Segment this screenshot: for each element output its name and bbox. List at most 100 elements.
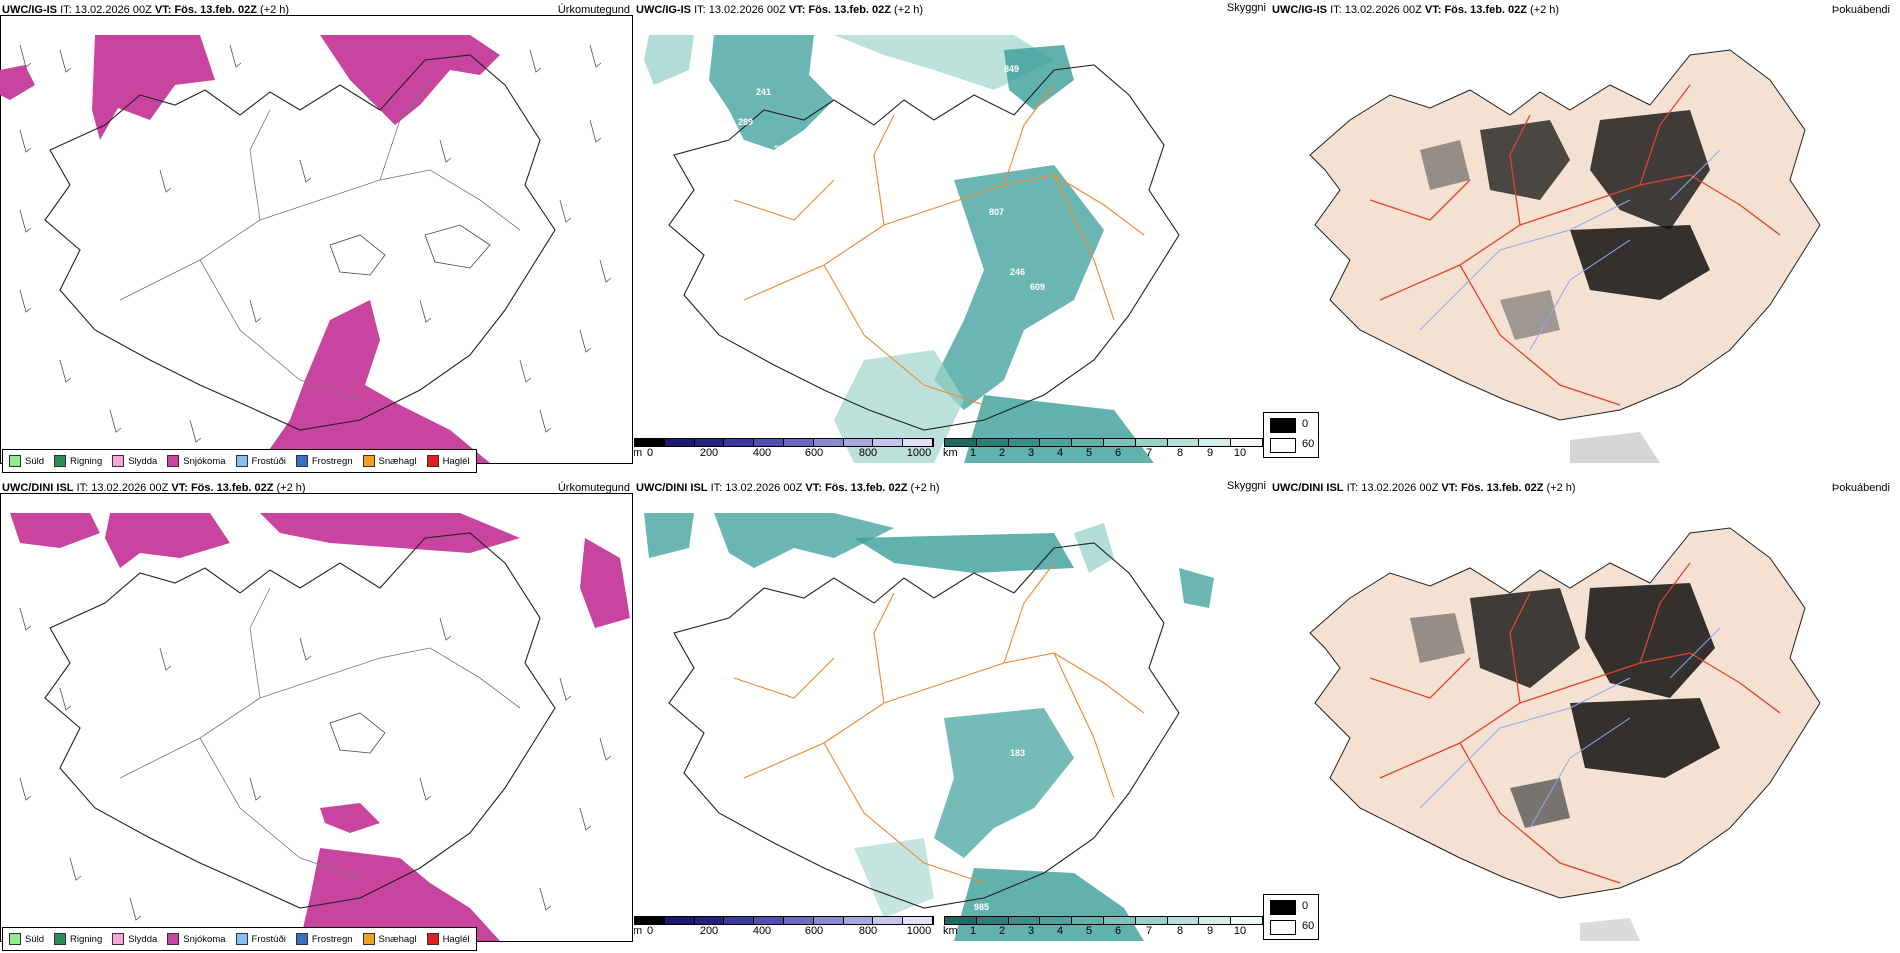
colorbar-unit: m [634, 447, 643, 459]
fog-patch [1500, 290, 1560, 340]
ceiling-value-label: 807 [989, 207, 1004, 217]
glacier-outline [329, 712, 386, 754]
precip-map [0, 15, 633, 464]
visibility-map: 544 16 183 985 [644, 513, 1214, 941]
valid-label: VT: [154, 4, 172, 16]
river-network [1419, 149, 1721, 351]
legend-item: Haglél [426, 455, 470, 467]
model-name: UWC/DINI ISL [636, 482, 708, 494]
colorbar-cell [873, 439, 904, 446]
teal-area [934, 165, 1104, 410]
tick-label: 600 [804, 925, 824, 937]
ceiling-colorbar: m 0 200 400 600 800 1000 [634, 438, 934, 462]
colorbar-cell [1072, 439, 1104, 446]
colorbar-cell [1167, 917, 1200, 924]
sea-fog-patch [1580, 918, 1640, 941]
colorbar-ticks: 0 200 400 600 800 1000 [634, 925, 934, 939]
colorbar-cell [945, 439, 977, 446]
wind-barbs [19, 607, 612, 921]
valid-label: VT: [1441, 482, 1458, 494]
legend-item: Haglél [426, 933, 470, 945]
colorbar-cell [976, 439, 1009, 446]
precip-legend: Súld Rigning Slydda Snjókoma Frostúði Fr… [2, 927, 477, 951]
legend-swatch [295, 455, 308, 467]
sea-fog-patch [1570, 432, 1660, 463]
colorbar-cell [754, 439, 784, 446]
tick-label: 4 [1056, 447, 1064, 459]
road-network [733, 84, 1145, 406]
colorbar-ticks: 1 2 3 4 5 6 7 8 9 10 [944, 447, 1264, 461]
panel-header: UWC/DINI ISL IT: 13.02.2026 00Z VT: Fös.… [2, 482, 306, 494]
tick-label: 200 [699, 925, 719, 937]
tick-label: 0 [646, 447, 654, 459]
snow-area [320, 803, 380, 833]
colorbar-cell [1040, 917, 1073, 924]
fog-patch [1510, 778, 1570, 828]
legend-swatch [9, 455, 21, 467]
tick-label: 5 [1085, 925, 1093, 937]
colorbar-cell [1231, 439, 1263, 446]
colorbar-cell [945, 917, 977, 924]
visibility-map: 241 289 372 807 246 609 53 849 [644, 35, 1180, 463]
legend-item: Rigning [54, 933, 102, 945]
lead-time: (+2 h) [1530, 4, 1560, 16]
teal-area [709, 35, 834, 150]
init-time: 13.02.2026 00Z [1361, 482, 1439, 494]
colorbar-cell [903, 917, 933, 924]
teal-area [1179, 568, 1214, 608]
tick-label: 400 [752, 925, 772, 937]
colorbar-cell [1199, 917, 1232, 924]
legend-item: Snjókoma [167, 933, 226, 945]
tick-label: 200 [699, 447, 719, 459]
colorbar-strip [634, 916, 934, 925]
legend-item: Frostregn [295, 933, 353, 945]
panel-header: UWC/IG-IS IT: 13.02.2026 00Z VT: Fös. 13… [2, 4, 289, 16]
legend-item: Frostúði [235, 455, 286, 467]
fog-patch [1585, 583, 1715, 698]
colorbar-cell [635, 439, 665, 446]
teal-area [644, 35, 694, 85]
visibility-panel: 544 16 183 985 UWC/DINI ISL IT: 13.02.20… [634, 478, 1270, 953]
init-label: IT: [1330, 4, 1342, 16]
legend-label: Súld [25, 933, 45, 945]
legend-swatch [426, 933, 439, 945]
ceiling-value-label: 544 [758, 565, 773, 575]
init-time: 13.02.2026 00Z [725, 482, 803, 494]
legend-item: Frostregn [295, 455, 353, 467]
tick-label: 800 [858, 447, 878, 459]
tick-label: 400 [752, 447, 772, 459]
legend-label: Súld [25, 455, 45, 467]
island-outline [44, 54, 556, 431]
legend-label: Snjókoma [183, 455, 226, 467]
glacier-outline [424, 224, 491, 269]
panel-title: Skyggni [1226, 2, 1266, 14]
colorbar-strip [634, 438, 934, 447]
colorbar-cell [903, 439, 933, 446]
tick-label: 4 [1056, 925, 1064, 937]
row-dini-isl: UWC/DINI ISL IT: 13.02.2026 00Z VT: Fös.… [0, 478, 1900, 953]
colorbar-cell [1199, 439, 1232, 446]
legend-swatch [235, 455, 248, 467]
colorbar-unit: m [634, 925, 643, 937]
snow-area [92, 35, 215, 140]
teal-area [1004, 45, 1074, 110]
legend-item: Snjókoma [167, 455, 226, 467]
lead-time: (+2 h) [260, 4, 290, 16]
colorbar-cell [664, 439, 695, 446]
init-label: IT: [710, 482, 723, 494]
colorbar-cell [694, 439, 725, 446]
panel-title: Skyggni [1226, 480, 1266, 492]
colorbar-ticks: 0 200 400 600 800 1000 [634, 447, 934, 461]
panel-title: Úrkomutegund [557, 4, 630, 16]
wind-barbs [19, 44, 612, 443]
init-time: 13.02.2026 00Z [74, 4, 152, 16]
legend-swatch [54, 455, 67, 467]
teal-area [644, 513, 694, 558]
legend-label: Haglél [442, 455, 470, 467]
model-name: UWC/IG-IS [2, 4, 57, 16]
init-label: IT: [60, 4, 72, 16]
legend-item: Snæhagl [362, 455, 417, 467]
model-name: UWC/IG-IS [636, 4, 691, 16]
road-network [1369, 562, 1781, 884]
snow-area [0, 65, 35, 100]
